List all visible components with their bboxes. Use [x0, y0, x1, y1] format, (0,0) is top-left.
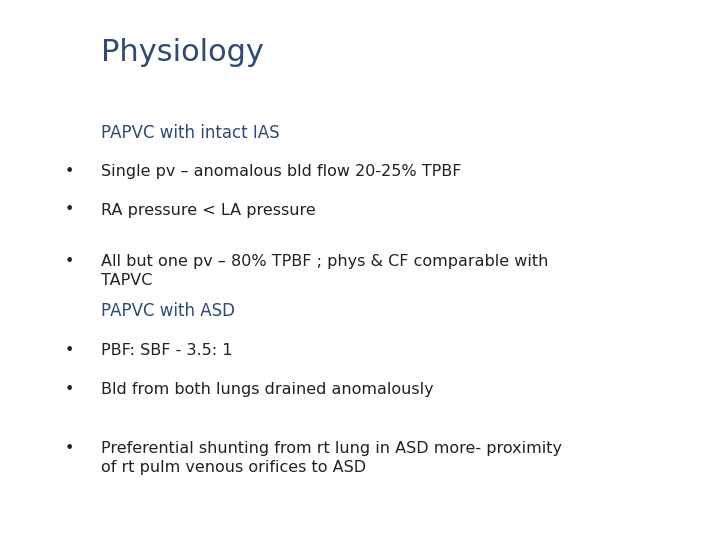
Text: Preferential shunting from rt lung in ASD more- proximity
of rt pulm venous orif: Preferential shunting from rt lung in AS…: [101, 441, 562, 475]
Text: •: •: [65, 343, 74, 358]
Text: PBF: SBF - 3.5: 1: PBF: SBF - 3.5: 1: [101, 343, 233, 358]
Text: All but one pv – 80% TPBF ; phys & CF comparable with
TAPVC: All but one pv – 80% TPBF ; phys & CF co…: [101, 254, 548, 288]
Text: •: •: [65, 441, 74, 456]
Text: Physiology: Physiology: [101, 38, 264, 67]
Text: RA pressure < LA pressure: RA pressure < LA pressure: [101, 202, 315, 218]
Text: •: •: [65, 202, 74, 218]
Text: •: •: [65, 382, 74, 397]
Text: •: •: [65, 164, 74, 179]
Text: Bld from both lungs drained anomalously: Bld from both lungs drained anomalously: [101, 382, 433, 397]
Text: Single pv – anomalous bld flow 20-25% TPBF: Single pv – anomalous bld flow 20-25% TP…: [101, 164, 462, 179]
Text: •: •: [65, 254, 74, 269]
Text: PAPVC with intact IAS: PAPVC with intact IAS: [101, 124, 279, 142]
Text: PAPVC with ASD: PAPVC with ASD: [101, 302, 235, 320]
